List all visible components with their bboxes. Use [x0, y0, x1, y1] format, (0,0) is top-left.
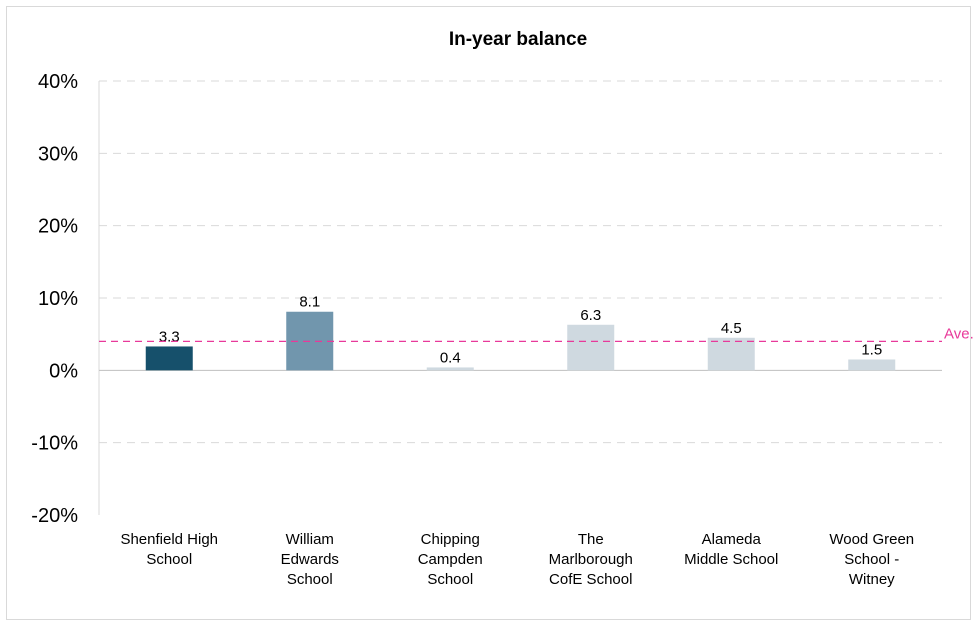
y-tick-label: 0%	[49, 360, 78, 382]
category-label: The	[578, 531, 604, 548]
chart-frame	[6, 6, 971, 620]
category-label: Shenfield High	[120, 531, 218, 548]
category-label: Middle School	[684, 551, 778, 568]
bar	[426, 367, 474, 371]
y-tick-label: 40%	[38, 71, 78, 93]
category-label: School -	[844, 551, 899, 568]
category-label: School	[287, 571, 333, 588]
bar	[145, 346, 193, 371]
category-label: Wood Green	[829, 531, 914, 548]
category-label: Campden	[418, 551, 483, 568]
bar	[848, 359, 896, 371]
data-label: 4.5	[721, 320, 742, 337]
category-label: School	[146, 551, 192, 568]
category-label: Witney	[849, 571, 895, 588]
category-label: Alameda	[702, 531, 762, 548]
y-tick-label: 10%	[38, 288, 78, 310]
y-tick-label: -20%	[31, 505, 78, 527]
data-label: 8.1	[299, 294, 320, 311]
bar	[567, 324, 615, 371]
data-label: 3.3	[159, 328, 180, 345]
data-label: 0.4	[440, 349, 461, 366]
chart-title: In-year balance	[449, 29, 587, 50]
average-label: Ave.	[944, 325, 974, 342]
category-label: Marlborough	[549, 551, 633, 568]
y-tick-label: 20%	[38, 216, 78, 238]
category-label: Chipping	[421, 531, 480, 548]
bar	[707, 337, 755, 371]
category-label: Edwards	[281, 551, 339, 568]
category-label: William	[286, 531, 334, 548]
category-label: School	[427, 571, 473, 588]
data-label: 6.3	[580, 307, 601, 324]
data-label: 1.5	[861, 341, 882, 358]
y-tick-label: -10%	[31, 433, 78, 455]
y-tick-label: 30%	[38, 143, 78, 165]
category-label: CofE School	[549, 571, 632, 588]
